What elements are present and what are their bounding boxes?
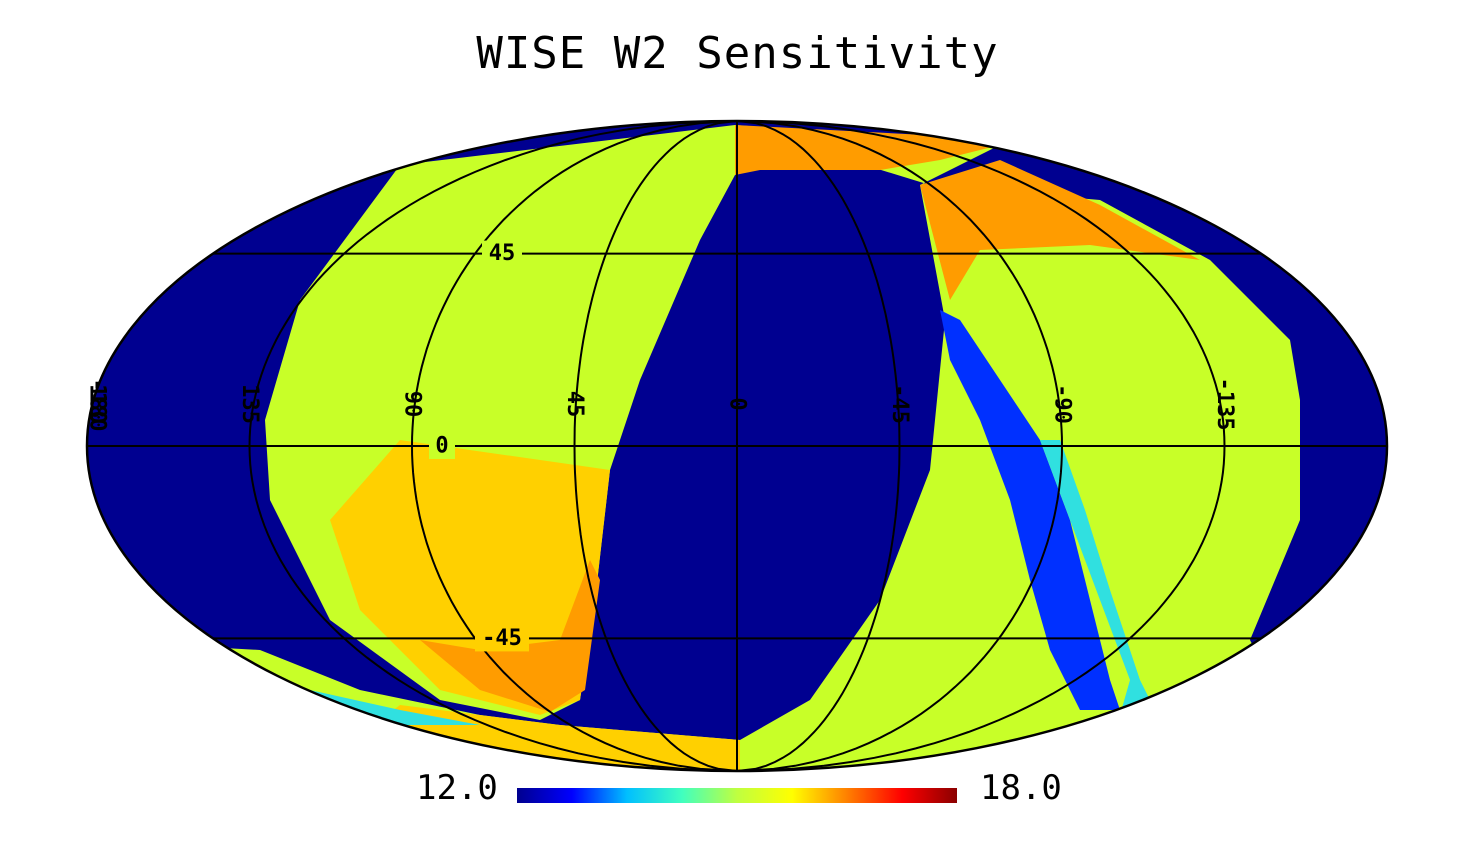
latitude-label-background xyxy=(475,625,529,652)
latitude-label-background xyxy=(482,240,522,267)
longitude-label: -135 xyxy=(1212,378,1237,431)
graticule-lines xyxy=(87,120,1387,772)
longitude-label: -45 xyxy=(887,384,912,424)
latitude-label: 0 xyxy=(435,434,448,459)
map-title: WISE W2 Sensitivity xyxy=(476,28,999,79)
colorbar-max-label: 18.0 xyxy=(980,768,1062,808)
colorbar xyxy=(517,788,957,803)
longitude-label: -90 xyxy=(1050,384,1075,424)
longitude-label: 90 xyxy=(400,391,425,418)
latitude-label: 45 xyxy=(489,241,516,266)
longitude-label: 135 xyxy=(237,384,262,424)
graticule-labels: 180 135 90 45 0 -45 -90 -135 45 0 -45 -180 xyxy=(85,240,1237,652)
longitude-label: 45 xyxy=(562,391,587,418)
left-band-hot-edge xyxy=(420,560,600,712)
longitude-label: 180 xyxy=(85,384,110,424)
colorbar-min-label: 12.0 xyxy=(416,768,498,808)
latitude-label-background xyxy=(429,433,455,459)
latitude-label: -45 xyxy=(482,626,522,651)
cool-streak-edge xyxy=(1040,440,1160,720)
longitude-label: 0 xyxy=(725,397,750,410)
longitude-label: -180 xyxy=(85,379,110,432)
cold-streak xyxy=(940,310,1120,710)
right-band-hot-edge xyxy=(920,160,1200,300)
